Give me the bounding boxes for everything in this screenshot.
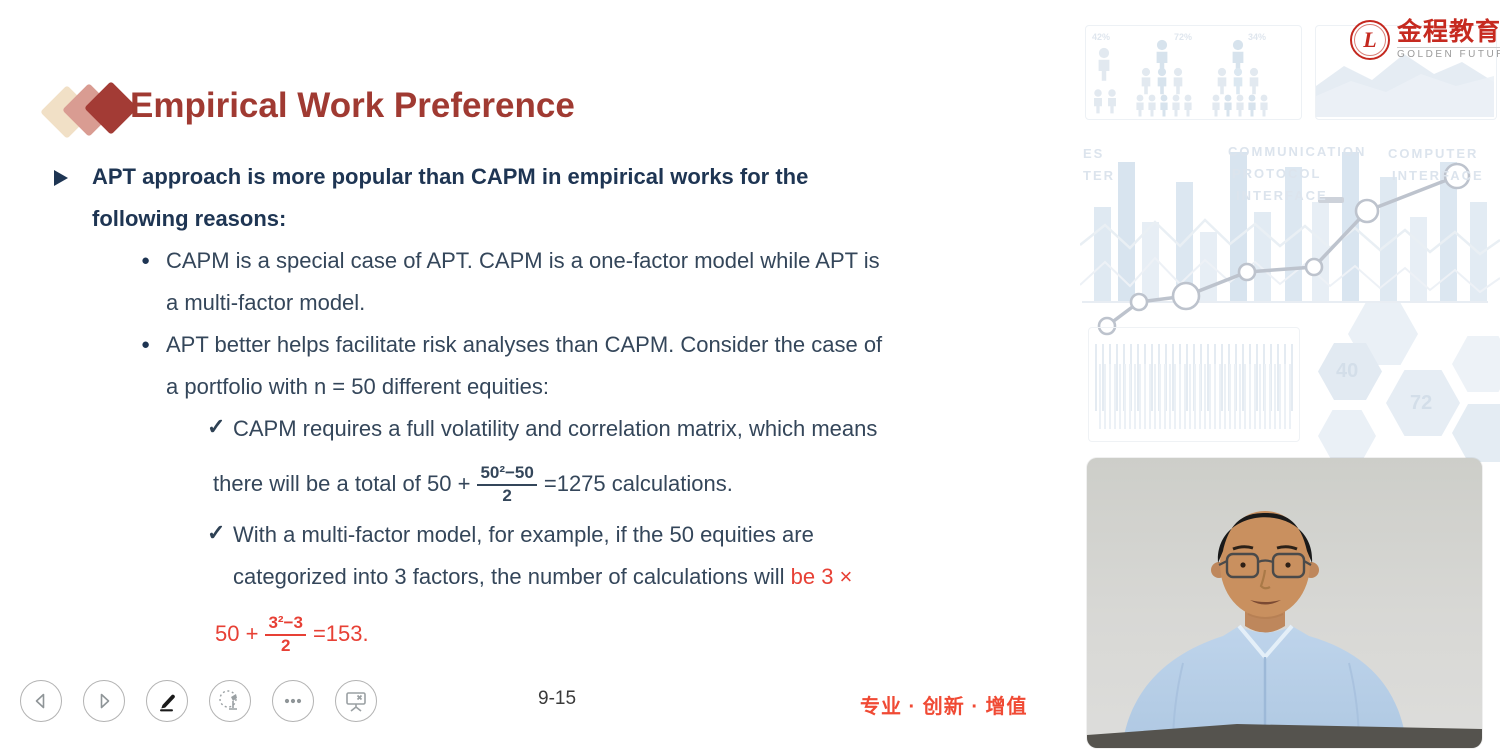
people-icons (1094, 39, 1268, 117)
golden-future-logo: L 金程教育® GOLDEN FUTURE (1350, 20, 1500, 60)
next-slide-button[interactable] (83, 680, 125, 722)
previous-arrow-icon (35, 693, 45, 709)
brand-slogan: 专业 · 创新 · 增值 (860, 696, 1028, 718)
faint-label: COMPUTER (1388, 146, 1479, 161)
presenter-pointer-button[interactable] (209, 680, 251, 722)
presenter-illustration (1087, 458, 1482, 748)
check2-line-1: With a multi-factor model, for example, … (233, 522, 814, 547)
check1-line-1: CAPM requires a full volatility and corr… (233, 416, 878, 441)
check2-line-2-normal: categorized into 3 factors, the number o… (233, 564, 791, 589)
bullet-icon: ● (141, 252, 151, 269)
faint-label: COMMUNICATION (1228, 144, 1367, 159)
arrow-bullet-icon (54, 170, 68, 186)
formula-apt-calculations: 50 + 3²−3 2 =153. (215, 602, 369, 666)
faint-label: INTERFACE (1236, 188, 1328, 203)
hexagon-decor (1386, 370, 1460, 436)
bullet2-line-1: APT better helps facilitate risk analyse… (166, 332, 883, 357)
background-infographic (1080, 152, 1500, 336)
formula-pre: 50 + (215, 621, 259, 646)
slideshow-toolbar (20, 680, 377, 722)
brand-name-en: GOLDEN FUTURE (1397, 47, 1500, 60)
percent-label: 34% (1248, 32, 1267, 42)
right-decor-panel: 42% 72% 34% (1080, 0, 1500, 750)
more-options-icon (284, 698, 302, 704)
next-arrow-icon (100, 693, 110, 709)
fraction-denominator: 2 (280, 635, 291, 655)
check2-line-2: categorized into 3 factors, the number o… (233, 564, 852, 590)
pen-icon (160, 694, 175, 712)
check2-line-2-red: be 3 × (790, 564, 853, 589)
brand-name-cn: 金程教育 (1397, 18, 1500, 46)
presenter-pointer-icon (219, 690, 237, 710)
people-stats-decor: 42% 72% 34% (1085, 25, 1302, 120)
percent-label: 42% (1092, 32, 1111, 42)
hexagon-number: 40 (1336, 360, 1359, 382)
heading-line-2: following reasons: (92, 206, 287, 231)
formula-capm-calculations: there will be a total of 50 + 50²−50 2 =… (213, 452, 733, 516)
page-number: 9-15 (538, 688, 577, 709)
more-options-button[interactable] (272, 680, 314, 722)
seal-letter: L (1363, 27, 1377, 52)
fraction-numerator: 50²−50 (477, 463, 537, 486)
fraction: 50²−50 2 (477, 463, 537, 505)
mountain-chart-icon (1316, 54, 1494, 117)
bullet-icon: ● (141, 336, 151, 353)
formula-post: =153. (312, 621, 369, 646)
presentation-slide: Empirical Work Preference APT approach i… (20, 81, 1028, 722)
fraction-numerator: 3²−3 (265, 613, 306, 636)
pen-annotate-button[interactable] (146, 680, 188, 722)
logo-seal-icon: L (1350, 20, 1390, 60)
bullet2-line-2: a portfolio with n = 50 different equiti… (166, 374, 550, 399)
previous-slide-button[interactable] (20, 680, 62, 722)
percent-label: 72% (1174, 32, 1193, 42)
check-icon: ✓ (207, 414, 226, 439)
heading-line-1: APT approach is more popular than CAPM i… (92, 164, 809, 189)
bullet1-line-1: CAPM is a special case of APT. CAPM is a… (166, 248, 880, 273)
formula-pre: there will be a total of 50 + (213, 471, 471, 496)
faint-label: PROTOCOL (1232, 166, 1322, 181)
area-chart-decor (1315, 25, 1497, 120)
bullet1-line-2: a multi-factor model. (166, 290, 366, 315)
fraction: 3²−3 2 (265, 613, 306, 655)
slide-title: Empirical Work Preference (130, 86, 575, 125)
faint-label: ES (1083, 146, 1105, 161)
candlestick-chart-decor (1088, 327, 1300, 442)
end-slideshow-icon (346, 692, 366, 712)
check-icon: ✓ (207, 520, 226, 545)
fraction-denominator: 2 (502, 485, 512, 505)
formula-post: =1275 calculations. (543, 471, 733, 496)
hexagon-number: 72 (1410, 392, 1433, 414)
faint-label: TER (1083, 168, 1115, 183)
faint-label: INTERFACE (1392, 168, 1484, 183)
end-slideshow-button[interactable] (335, 680, 377, 722)
presenter-webcam-video[interactable] (1087, 458, 1482, 748)
logo-text: 金程教育® GOLDEN FUTURE (1397, 20, 1500, 60)
